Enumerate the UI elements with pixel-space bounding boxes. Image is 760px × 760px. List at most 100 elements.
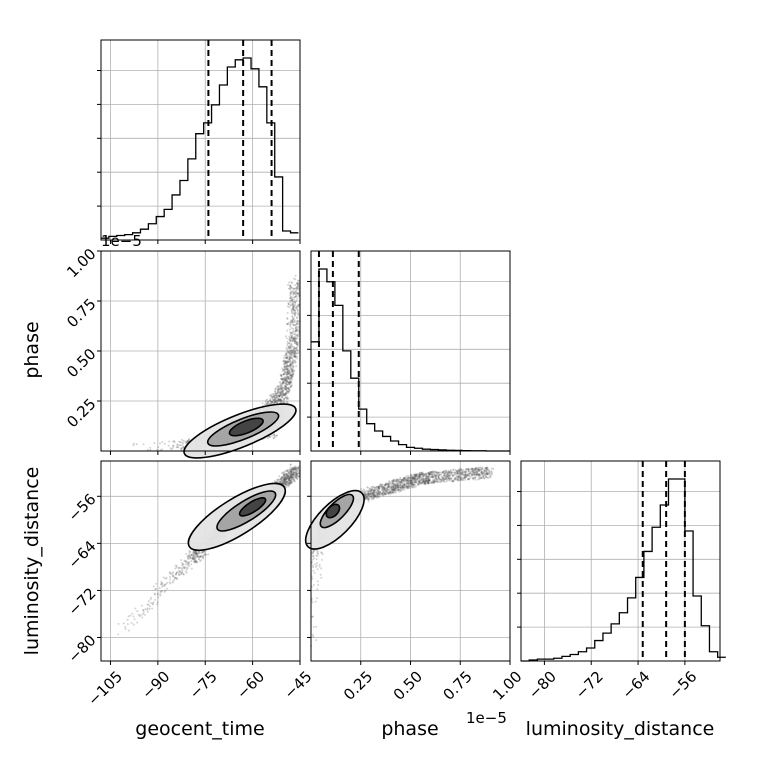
scatter-point [404, 479, 407, 482]
scatter-point [272, 401, 275, 404]
scatter-point [279, 477, 282, 480]
scatter-point [172, 440, 175, 443]
scatter-point [295, 299, 298, 302]
scatter-point [286, 356, 289, 359]
scatter-point [293, 303, 296, 306]
scatter-point [204, 553, 207, 556]
scatter-point [288, 358, 291, 361]
scatter-point [294, 287, 297, 290]
scatter-point [294, 356, 297, 359]
scatter-point [277, 397, 280, 400]
scatter-point [452, 474, 455, 477]
scatter-point [266, 398, 269, 401]
scatter-point [432, 470, 435, 473]
scatter-point [289, 321, 292, 324]
scatter-point [292, 478, 295, 481]
scatter-point [290, 470, 293, 473]
scatter-point [294, 323, 297, 326]
scatter-point [425, 472, 428, 475]
scatter-point [289, 481, 292, 484]
scatter-point [283, 366, 286, 369]
scatter-point [481, 468, 484, 471]
scatter-point [292, 345, 295, 348]
scatter-point [481, 472, 484, 475]
scatter-point [176, 443, 179, 446]
scatter-point [283, 479, 286, 482]
scatter-point [291, 476, 294, 479]
scatter-point [288, 281, 291, 284]
scatter-point [288, 483, 291, 486]
scatter-point [416, 478, 419, 481]
scatter-point [289, 356, 292, 359]
scatter-point [283, 484, 286, 487]
scatter-point [292, 352, 295, 355]
scatter-point [164, 577, 167, 580]
scatter-point [291, 369, 294, 372]
scatter-point [414, 481, 417, 484]
scatter-point [271, 400, 274, 403]
scatter-point [288, 388, 291, 391]
scatter-point [282, 394, 285, 397]
scatter-point [288, 383, 291, 386]
scatter-point [393, 489, 396, 492]
scatter-point [320, 567, 323, 570]
scatter-point [280, 475, 283, 478]
scatter-point [395, 486, 398, 489]
scatter-point [292, 466, 295, 469]
scatter-point [290, 336, 293, 339]
scatter-point [277, 387, 280, 390]
scatter-point [284, 393, 287, 396]
scatter-point [181, 569, 184, 572]
scatter-point [294, 309, 297, 312]
scatter-point [290, 376, 293, 379]
scatter-point [126, 623, 129, 626]
scatter-point [287, 377, 290, 380]
scatter-point [481, 467, 484, 470]
scatter-point [292, 366, 295, 369]
scatter-point [294, 333, 297, 336]
scatter-point [292, 470, 295, 473]
scatter-point [201, 556, 204, 559]
scatter-point [289, 373, 292, 376]
scatter-point [420, 481, 423, 484]
scatter-point [186, 560, 189, 563]
scatter-point [290, 476, 293, 479]
scatter-point [270, 393, 273, 396]
scatter-point [286, 389, 289, 392]
scatter-point [283, 394, 286, 397]
scatter-point [283, 362, 286, 365]
scatter-point [285, 392, 288, 395]
scatter-point [195, 560, 198, 563]
scatter-point [194, 551, 197, 554]
scatter-point [295, 287, 298, 290]
scatter-point [274, 480, 277, 483]
scatter-point [278, 394, 281, 397]
scatter-point [297, 320, 300, 323]
scatter-point [277, 389, 280, 392]
scatter-point [172, 446, 175, 449]
scatter-point [365, 496, 368, 499]
scatter-point [291, 476, 294, 479]
scatter-point [275, 394, 278, 397]
scatter-point [441, 475, 444, 478]
scatter-point [289, 381, 292, 384]
scatter-point [203, 550, 206, 553]
scatter-point [317, 552, 320, 555]
scatter-point [181, 564, 184, 567]
scatter-point [290, 379, 293, 382]
scatter-point [286, 340, 289, 343]
scatter-point [287, 472, 290, 475]
scatter-point [271, 396, 274, 399]
scatter-point [289, 469, 292, 472]
scatter-point [290, 332, 293, 335]
scatter-point [296, 283, 299, 286]
scatter-point [287, 360, 290, 363]
scatter-point [312, 569, 315, 572]
scatter-point [279, 398, 282, 401]
scatter-point [261, 402, 264, 405]
scatter-point [283, 381, 286, 384]
scatter-point [296, 333, 299, 336]
scatter-point [463, 474, 466, 477]
scatter-point [283, 387, 286, 390]
scatter-point [191, 557, 194, 560]
